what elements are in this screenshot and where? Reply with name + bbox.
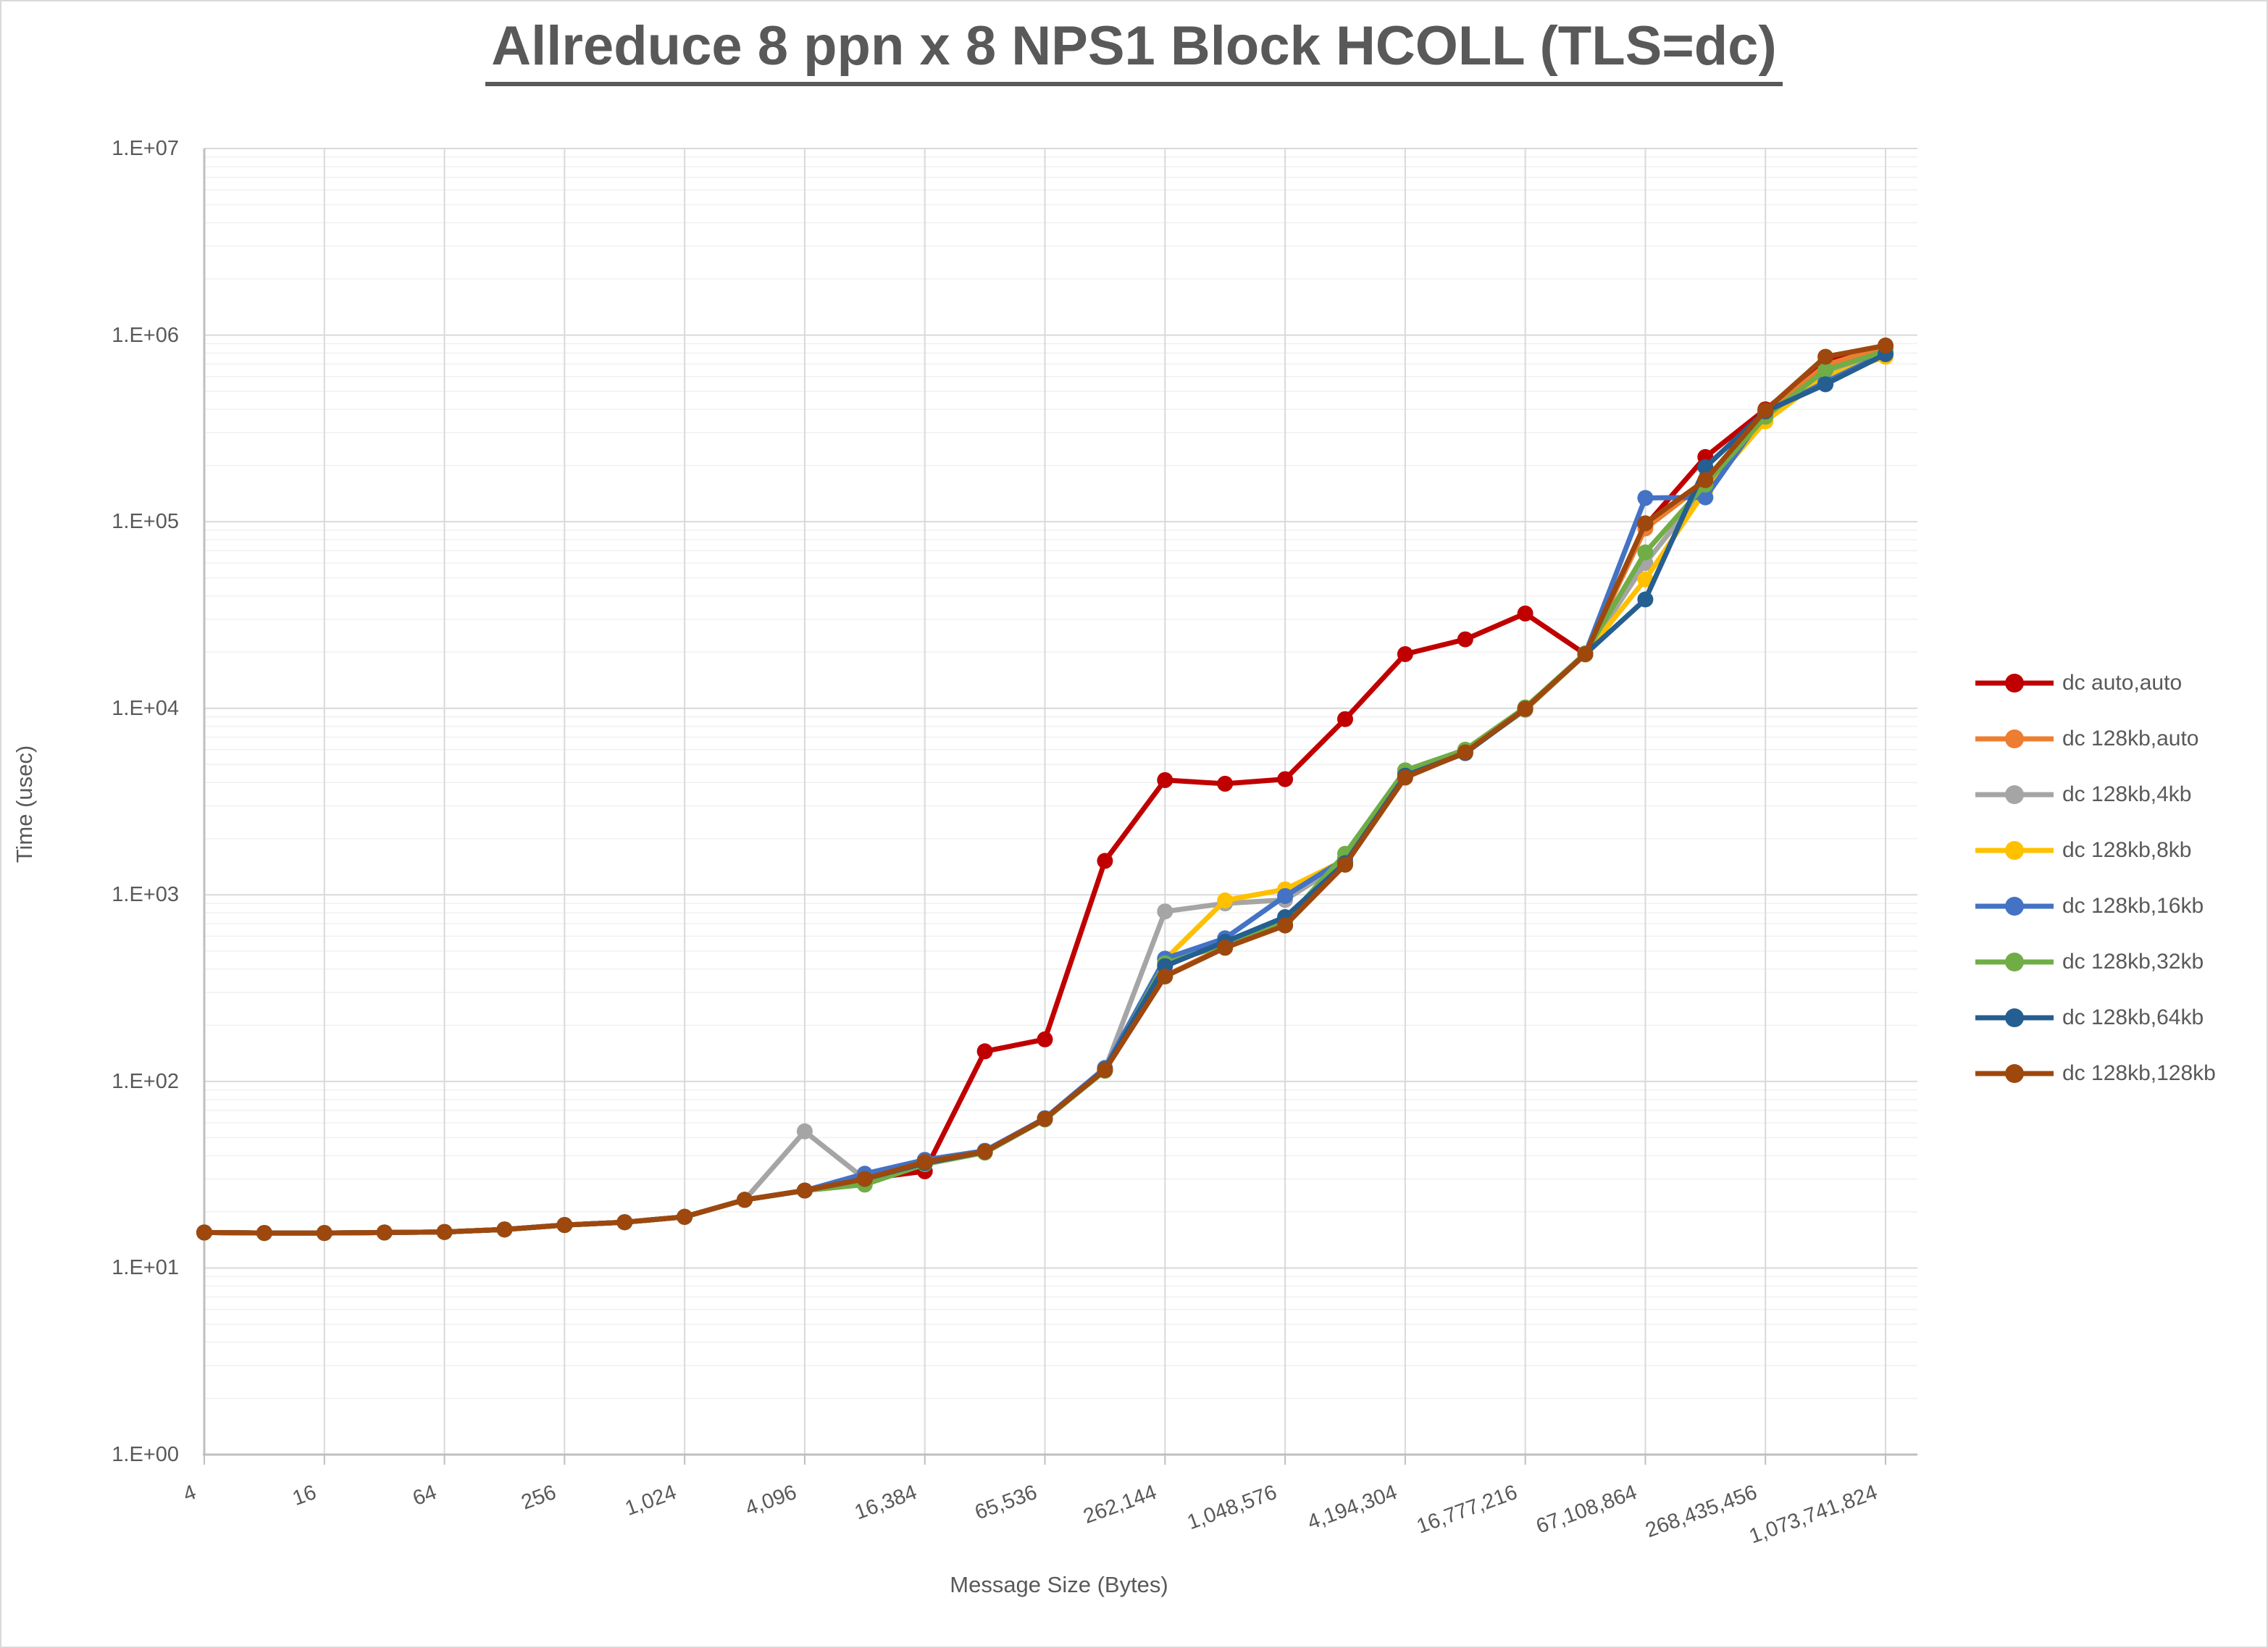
legend-marker-icon (1975, 1064, 2054, 1083)
data-point (1757, 402, 1774, 419)
legend-marker-icon (1975, 674, 2054, 693)
data-point (1397, 646, 1413, 662)
data-point (1217, 775, 1234, 792)
data-point (1878, 337, 1894, 354)
legend: dc auto,auto dc 128kb,auto dc 128kb,4kb dc … (1974, 667, 2216, 1113)
legend-label: dc 128kb,128kb (2062, 1061, 2216, 1085)
data-point (976, 1043, 993, 1060)
data-point (1637, 490, 1654, 506)
legend-label: dc 128kb,64kb (2062, 1005, 2204, 1029)
data-point (1157, 969, 1173, 984)
data-point (1697, 459, 1714, 475)
data-point (737, 1192, 753, 1208)
data-point (256, 1225, 272, 1242)
data-point (1817, 348, 1834, 365)
data-point (1217, 940, 1234, 956)
data-point (1517, 700, 1533, 717)
data-point (916, 1154, 933, 1171)
data-point (1817, 376, 1834, 393)
data-point (1277, 888, 1294, 904)
data-point (1637, 544, 1654, 561)
data-point (616, 1214, 633, 1231)
data-point (1037, 1031, 1053, 1047)
data-point (1097, 853, 1113, 869)
legend-item: dc auto,auto (1974, 667, 2216, 699)
data-point (1397, 769, 1413, 786)
title-wrap: Allreduce 8 ppn x 8 NPS1 Block HCOLL (TL… (1, 14, 2267, 86)
y-tick-label: 1.E+04 (112, 696, 179, 720)
legend-marker-icon (1975, 841, 2054, 860)
legend-label: dc auto,auto (2062, 671, 2183, 695)
y-tick-label: 1.E+03 (112, 883, 179, 907)
data-point (1637, 571, 1654, 587)
data-point (856, 1171, 873, 1187)
data-point (1277, 917, 1294, 934)
data-point (677, 1208, 693, 1225)
data-point (1517, 605, 1533, 622)
data-point (1577, 646, 1594, 662)
data-point (1457, 631, 1473, 648)
data-point (1157, 771, 1173, 788)
data-point (436, 1224, 453, 1240)
data-point (316, 1225, 332, 1242)
data-point (1457, 744, 1473, 761)
y-tick-label: 1.E+05 (112, 510, 179, 534)
legend-marker-icon (1975, 897, 2054, 916)
legend-marker-icon (1975, 729, 2054, 748)
data-point (376, 1224, 393, 1241)
data-point (1157, 903, 1173, 920)
y-tick-label: 1.E+00 (112, 1443, 179, 1466)
data-point (1037, 1110, 1053, 1127)
data-point (1097, 1062, 1113, 1079)
legend-label: dc 128kb,4kb (2062, 782, 2192, 806)
y-tick-label: 1.E+01 (112, 1256, 179, 1280)
data-point (796, 1123, 813, 1139)
data-point (556, 1217, 573, 1234)
data-point (1337, 711, 1353, 727)
y-tick-label: 1.E+07 (112, 137, 179, 160)
legend-label: dc 128kb,8kb (2062, 838, 2192, 862)
legend-item: dc 128kb,64kb (1974, 1002, 2216, 1034)
legend-item: dc 128kb,16kb (1974, 890, 2216, 922)
data-point (1637, 591, 1654, 608)
chart-title: Allreduce 8 ppn x 8 NPS1 Block HCOLL (TL… (485, 14, 1783, 86)
legend-marker-icon (1975, 953, 2054, 971)
data-point (796, 1182, 813, 1199)
legend-item: dc 128kb,32kb (1974, 946, 2216, 978)
data-point (496, 1221, 513, 1238)
legend-label: dc 128kb,16kb (2062, 894, 2204, 918)
data-point (1637, 515, 1654, 532)
y-tick-label: 1.E+06 (112, 323, 179, 347)
data-point (196, 1224, 212, 1241)
legend-item: dc 128kb,auto (1974, 723, 2216, 755)
legend-label: dc 128kb,32kb (2062, 950, 2204, 974)
data-point (1697, 489, 1714, 506)
data-point (1217, 892, 1234, 908)
legend-marker-icon (1975, 1008, 2054, 1027)
y-axis-title: Time (usec) (12, 745, 37, 863)
data-point (1337, 856, 1353, 873)
y-tick-label: 1.E+02 (112, 1069, 179, 1093)
x-axis-title: Message Size (Bytes) (950, 1572, 1168, 1597)
data-point (1697, 472, 1714, 488)
legend-item: dc 128kb,8kb (1974, 835, 2216, 866)
legend-item: dc 128kb,128kb (1974, 1058, 2216, 1089)
legend-item: dc 128kb,4kb (1974, 779, 2216, 811)
legend-label: dc 128kb,auto (2062, 727, 2199, 750)
legend-marker-icon (1975, 785, 2054, 804)
data-point (976, 1143, 993, 1160)
data-point (1277, 771, 1294, 787)
data-point (1817, 361, 1834, 378)
